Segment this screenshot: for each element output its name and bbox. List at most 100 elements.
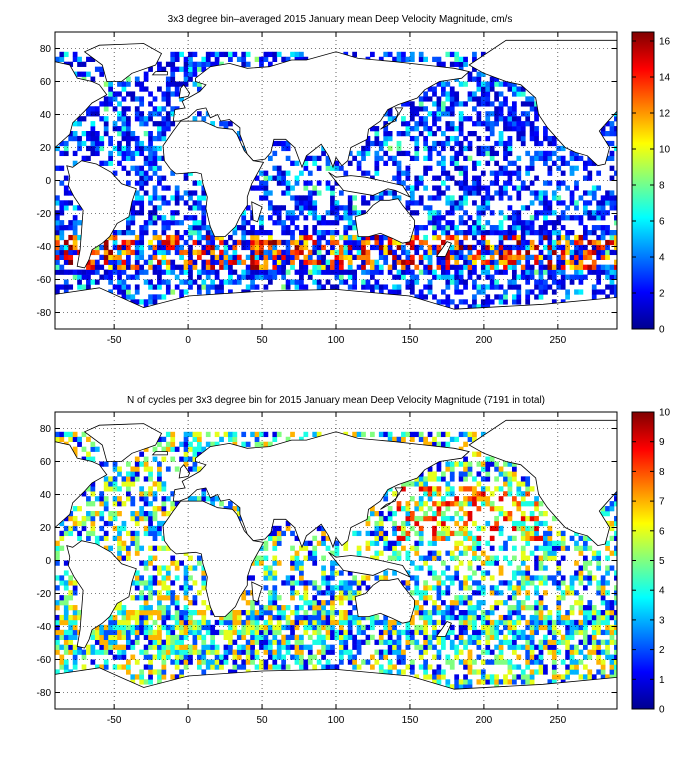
bin-cell — [295, 640, 300, 645]
bin-cell — [352, 205, 357, 210]
bin-cell — [193, 260, 198, 265]
bin-cell — [428, 250, 433, 255]
bin-cell — [397, 289, 402, 294]
bin-cell — [468, 77, 473, 82]
bin-cell — [565, 161, 570, 166]
bin-cell — [428, 640, 433, 645]
bin-cell — [281, 275, 286, 280]
bin-cell — [148, 265, 153, 270]
bin-cell — [463, 181, 468, 186]
bin-cell — [570, 230, 575, 235]
bin-cell — [157, 136, 162, 141]
bin-cell — [423, 205, 428, 210]
bin-cell — [108, 82, 113, 87]
bin-cell — [468, 531, 473, 536]
bin-cell — [579, 156, 584, 161]
bin-cell — [82, 141, 87, 146]
bin-cell — [170, 235, 175, 240]
bin-cell — [281, 250, 286, 255]
bin-cell — [592, 294, 597, 299]
bin-cell — [539, 546, 544, 551]
bin-cell — [490, 491, 495, 496]
bin-cell — [339, 655, 344, 660]
bin-cell — [215, 275, 220, 280]
bin-cell — [445, 501, 450, 506]
bin-cell — [348, 220, 353, 225]
bin-cell — [157, 240, 162, 245]
bin-cell — [508, 280, 513, 285]
bin-cell — [499, 91, 504, 96]
bin-cell — [259, 185, 264, 190]
bin-cell — [374, 551, 379, 556]
bin-cell — [295, 284, 300, 289]
bin-cell — [166, 650, 171, 655]
bin-cell — [556, 595, 561, 600]
bin-cell — [397, 161, 402, 166]
bin-cell — [525, 645, 530, 650]
bin-cell — [175, 200, 180, 205]
bin-cell — [459, 215, 464, 220]
bin-cell — [383, 650, 388, 655]
bin-cell — [468, 141, 473, 146]
bin-cell — [547, 546, 552, 551]
bin-cell — [565, 205, 570, 210]
bin-cell — [516, 590, 521, 595]
bin-cell — [579, 220, 584, 225]
bin-cell — [516, 620, 521, 625]
bin-cell — [437, 610, 442, 615]
bin-cell — [317, 230, 322, 235]
bin-cell — [175, 561, 180, 566]
bin-cell — [477, 284, 482, 289]
bin-cell — [547, 260, 552, 265]
bin-cell — [428, 615, 433, 620]
bin-cell — [485, 284, 490, 289]
bin-cell — [468, 245, 473, 250]
bin-cell — [201, 620, 206, 625]
bin-cell — [516, 275, 521, 280]
bin-cell — [614, 240, 619, 245]
bin-cell — [166, 240, 171, 245]
bin-cell — [499, 116, 504, 121]
bin-cell — [166, 91, 171, 96]
bin-cell — [135, 551, 140, 556]
bin-cell — [530, 240, 535, 245]
bin-cell — [477, 240, 482, 245]
bin-cell — [95, 111, 100, 116]
bin-cell — [277, 640, 282, 645]
bin-cell — [197, 255, 202, 260]
bin-cell — [122, 121, 127, 126]
bin-cell — [161, 220, 166, 225]
bin-cell — [556, 565, 561, 570]
bin-cell — [419, 57, 424, 62]
bin-cell — [401, 52, 406, 57]
bin-cell — [565, 664, 570, 669]
bin-cell — [570, 585, 575, 590]
bin-cell — [139, 496, 144, 501]
bin-cell — [126, 230, 131, 235]
bin-cell — [117, 650, 122, 655]
bin-cell — [579, 630, 584, 635]
bin-cell — [610, 121, 615, 126]
bin-cell — [335, 265, 340, 270]
bin-cell — [503, 660, 508, 665]
bin-cell — [272, 575, 277, 580]
bin-cell — [348, 195, 353, 200]
bin-cell — [161, 116, 166, 121]
bin-cell — [148, 156, 153, 161]
bin-cell — [277, 610, 282, 615]
bin-cell — [255, 625, 260, 630]
bin-cell — [219, 655, 224, 660]
bin-cell — [392, 511, 397, 516]
bin-cell — [401, 669, 406, 674]
bin-cell — [166, 77, 171, 82]
bin-cell — [179, 655, 184, 660]
bin-cell — [352, 245, 357, 250]
bin-cell — [126, 630, 131, 635]
colorbar-tick-label: 16 — [659, 37, 671, 48]
bin-cell — [459, 660, 464, 665]
bin-cell — [614, 250, 619, 255]
bin-cell — [82, 650, 87, 655]
bin-cell — [516, 491, 521, 496]
bin-cell — [232, 640, 237, 645]
bin-cell — [508, 176, 513, 181]
